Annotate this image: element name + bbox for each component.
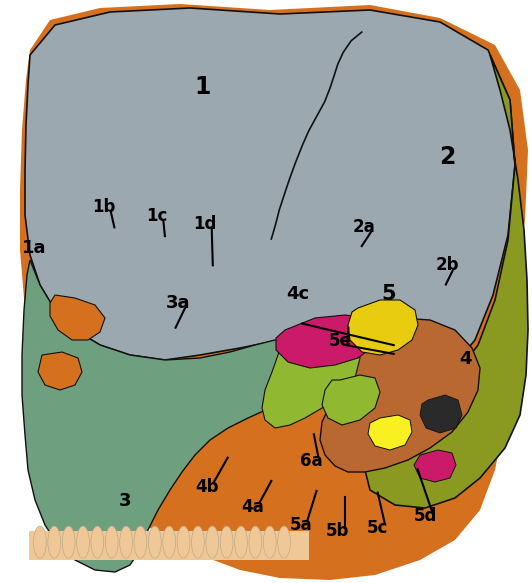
Polygon shape bbox=[20, 4, 528, 580]
Text: 1a: 1a bbox=[22, 239, 47, 257]
Polygon shape bbox=[320, 318, 480, 472]
Ellipse shape bbox=[48, 526, 61, 559]
Text: 2: 2 bbox=[439, 145, 455, 170]
Ellipse shape bbox=[263, 526, 276, 559]
Text: 4: 4 bbox=[459, 350, 472, 367]
Text: 2a: 2a bbox=[353, 219, 376, 236]
Text: 4c: 4c bbox=[286, 286, 310, 303]
Ellipse shape bbox=[177, 526, 190, 559]
Text: 5a: 5a bbox=[289, 516, 312, 533]
Polygon shape bbox=[420, 395, 462, 433]
Ellipse shape bbox=[206, 526, 219, 559]
Text: 1: 1 bbox=[194, 75, 210, 100]
Ellipse shape bbox=[220, 526, 233, 559]
Text: 3a: 3a bbox=[166, 294, 190, 312]
Text: 6a: 6a bbox=[300, 452, 322, 469]
Polygon shape bbox=[38, 352, 82, 390]
Ellipse shape bbox=[148, 526, 161, 559]
Polygon shape bbox=[368, 415, 412, 450]
Text: 4a: 4a bbox=[242, 498, 264, 516]
Text: 2b: 2b bbox=[435, 257, 459, 274]
Text: 5b: 5b bbox=[326, 522, 350, 539]
Ellipse shape bbox=[91, 526, 104, 559]
Polygon shape bbox=[365, 55, 528, 508]
Ellipse shape bbox=[278, 526, 290, 559]
Text: 3: 3 bbox=[119, 493, 131, 510]
Ellipse shape bbox=[62, 526, 75, 559]
Ellipse shape bbox=[235, 526, 247, 559]
Text: 5: 5 bbox=[381, 285, 396, 304]
Ellipse shape bbox=[134, 526, 147, 559]
Text: 5d: 5d bbox=[414, 507, 437, 525]
Ellipse shape bbox=[105, 526, 118, 559]
Polygon shape bbox=[276, 315, 378, 368]
Ellipse shape bbox=[192, 526, 204, 559]
Text: 1d: 1d bbox=[193, 216, 217, 233]
Polygon shape bbox=[262, 330, 360, 428]
Text: 5e: 5e bbox=[329, 332, 352, 350]
Ellipse shape bbox=[77, 526, 89, 559]
Polygon shape bbox=[322, 375, 380, 425]
Polygon shape bbox=[22, 260, 325, 572]
Polygon shape bbox=[348, 300, 418, 355]
Polygon shape bbox=[50, 295, 105, 340]
Text: 4b: 4b bbox=[196, 478, 219, 496]
Polygon shape bbox=[414, 450, 456, 482]
Polygon shape bbox=[25, 8, 515, 370]
Ellipse shape bbox=[34, 526, 46, 559]
Text: 1b: 1b bbox=[92, 198, 115, 216]
Text: 5c: 5c bbox=[367, 519, 388, 536]
Text: 1c: 1c bbox=[146, 207, 168, 224]
Ellipse shape bbox=[120, 526, 132, 559]
Bar bbox=[29, 531, 309, 560]
Ellipse shape bbox=[163, 526, 176, 559]
Ellipse shape bbox=[249, 526, 262, 559]
